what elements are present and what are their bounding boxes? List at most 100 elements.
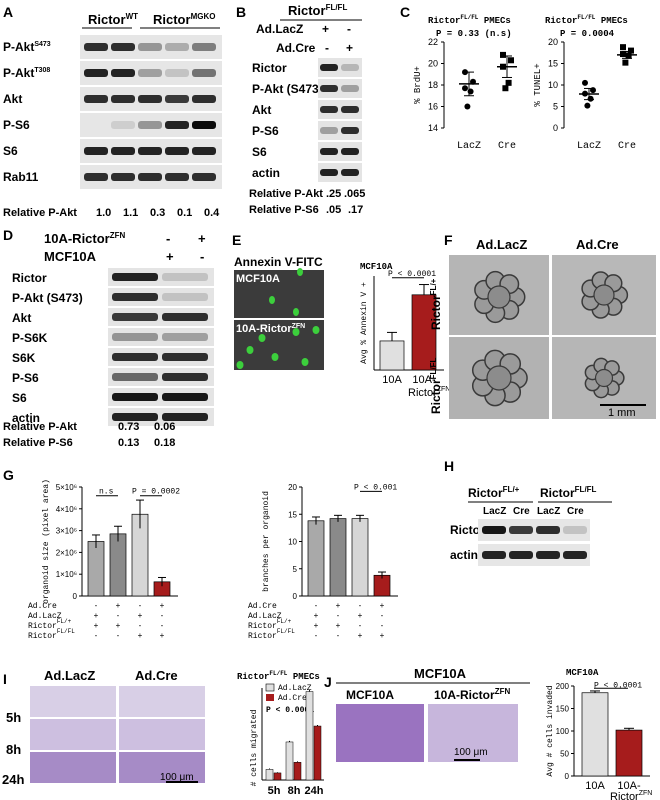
d-rel1-label: Relative P-Akt — [3, 421, 77, 433]
b-blot-strip-4 — [318, 142, 362, 161]
j-img1-label: MCF10A — [346, 688, 394, 702]
d-cond2-sign1: + — [166, 249, 174, 264]
y-axis-label: % TUNEL+ — [533, 63, 543, 106]
x-tick-label: LacZ — [457, 141, 481, 152]
y-tick-label: 200 — [556, 682, 570, 691]
y-tick-label: 0 — [565, 772, 570, 781]
d-cond2-label: MCF10A — [44, 249, 97, 264]
panel-letter-a: A — [3, 4, 13, 20]
b-band — [320, 148, 338, 155]
y-tick-label: 16 — [428, 102, 438, 112]
g-cond-sign: + — [116, 601, 121, 610]
d-blot-strip-4 — [108, 348, 214, 366]
panel-d: D 10A-RictorZFN - + MCF10A + - Rictor P-A… — [3, 227, 214, 449]
b-rel2-v1: .05 — [326, 204, 341, 216]
g-cond-sign: + — [138, 611, 143, 620]
g-cond-sign: + — [314, 621, 319, 630]
x-tick-label-2: RictorZFN — [408, 386, 450, 399]
a-band — [192, 69, 216, 77]
h-lane4: Cre — [567, 506, 584, 517]
g-cond-sign: + — [314, 611, 319, 620]
g-cond-sign: - — [117, 631, 120, 640]
a-band — [111, 43, 135, 51]
g-cond-sign: - — [139, 621, 142, 630]
y-tick-label: 5 — [553, 102, 558, 112]
d-band — [162, 273, 208, 281]
b-cond2-sign1: - — [325, 41, 329, 55]
d-band — [112, 393, 158, 401]
organoid-core — [593, 284, 615, 306]
y-tick-label: 14 — [428, 123, 438, 133]
h-band — [482, 526, 506, 534]
panel-f: F Ad.LacZ Ad.Cre RictorFL/+ RictorFL/FL … — [429, 232, 656, 419]
g-cond-label-left-1: Ad.LacZ — [28, 612, 62, 621]
g-cond-sign: - — [359, 601, 362, 610]
point — [620, 51, 626, 58]
b-band — [341, 64, 359, 71]
a-band — [111, 121, 135, 129]
g-cond-sign: - — [381, 621, 384, 630]
d-band — [112, 373, 158, 381]
d-band — [162, 393, 208, 401]
e-img1-label: MCF10A — [236, 273, 280, 285]
h-grp1: RictorFL/+ — [468, 485, 520, 500]
b-cond1-label: Ad.LacZ — [256, 22, 303, 36]
g-cond-sign: + — [94, 621, 99, 630]
legend-lacz: Ad.LacZ — [278, 684, 312, 693]
d-rel1-v1: 0.73 — [118, 421, 139, 433]
d-row-label-4: S6K — [12, 351, 36, 365]
a-band — [192, 43, 216, 51]
a-row-label-5: Rab11 — [3, 170, 39, 184]
a-band — [165, 121, 189, 129]
i-migration-image — [30, 686, 116, 717]
f-row1: RictorFL/+ — [429, 278, 443, 330]
g-cond-sign: - — [337, 631, 340, 640]
point — [628, 47, 634, 54]
g-cond-sign: - — [315, 631, 318, 640]
b-cond1-sign1: + — [322, 22, 329, 36]
b-blot-strip-1 — [318, 79, 362, 98]
i-row1: 5h — [6, 710, 21, 725]
g-cond-sign: - — [117, 611, 120, 620]
g-ns: n.s — [99, 488, 114, 497]
b-row-label-0: Rictor — [252, 61, 287, 75]
h-band — [563, 551, 587, 559]
organoid-core — [486, 365, 512, 391]
panel-j: J MCF10A MCF10A 10A-RictorZFN 100 μm MCF… — [324, 666, 652, 800]
a-band — [165, 95, 189, 103]
d-blot-strip-0 — [108, 268, 214, 286]
d-band — [112, 313, 158, 321]
e-image-mcf10a — [234, 270, 324, 318]
j-scale-label: 100 μm — [454, 747, 488, 758]
g-cond-label-left-3: RictorFL/FL — [28, 628, 75, 641]
g-cond-label-left-0: Ad.Cre — [28, 602, 57, 611]
f-col2: Ad.Cre — [576, 237, 619, 252]
g-cond-sign: - — [95, 601, 98, 610]
d-row-label-0: Rictor — [12, 271, 47, 285]
d-blot-strip-1 — [108, 288, 214, 306]
h-row-label-0: Rictor — [450, 523, 485, 537]
j-invasion-image-zfn — [428, 704, 518, 762]
g-cond-sign: + — [138, 631, 143, 640]
h-band — [536, 551, 560, 559]
point — [502, 85, 509, 92]
i-col1: Ad.LacZ — [44, 668, 95, 683]
d-blot-strip-2 — [108, 308, 214, 326]
panel-b: B RictorFL/FL Ad.LacZ + - Ad.Cre - + Ric… — [236, 3, 365, 216]
d-blot-strip-6 — [108, 388, 214, 406]
c-left-pvalue: P = 0.33 (n.s) — [436, 29, 512, 39]
c-left-title: RictorFL/FL PMECs — [428, 14, 511, 26]
a-band — [84, 147, 108, 155]
organoid-core — [487, 285, 511, 309]
a-band — [165, 173, 189, 181]
a-band — [192, 147, 216, 155]
i-row3: 24h — [2, 772, 24, 787]
panel-e: E Annexin V-FITC MCF10A 10A-RictorZFN MC… — [232, 232, 450, 399]
point — [622, 59, 629, 66]
g-cond-sign: + — [116, 621, 121, 630]
x-tick-label-2: RictorZFN — [610, 790, 652, 800]
d-blot-strip-5 — [108, 368, 214, 386]
panel-letter-e: E — [232, 232, 241, 248]
d-row-label-1: P-Akt (S473) — [12, 291, 83, 305]
